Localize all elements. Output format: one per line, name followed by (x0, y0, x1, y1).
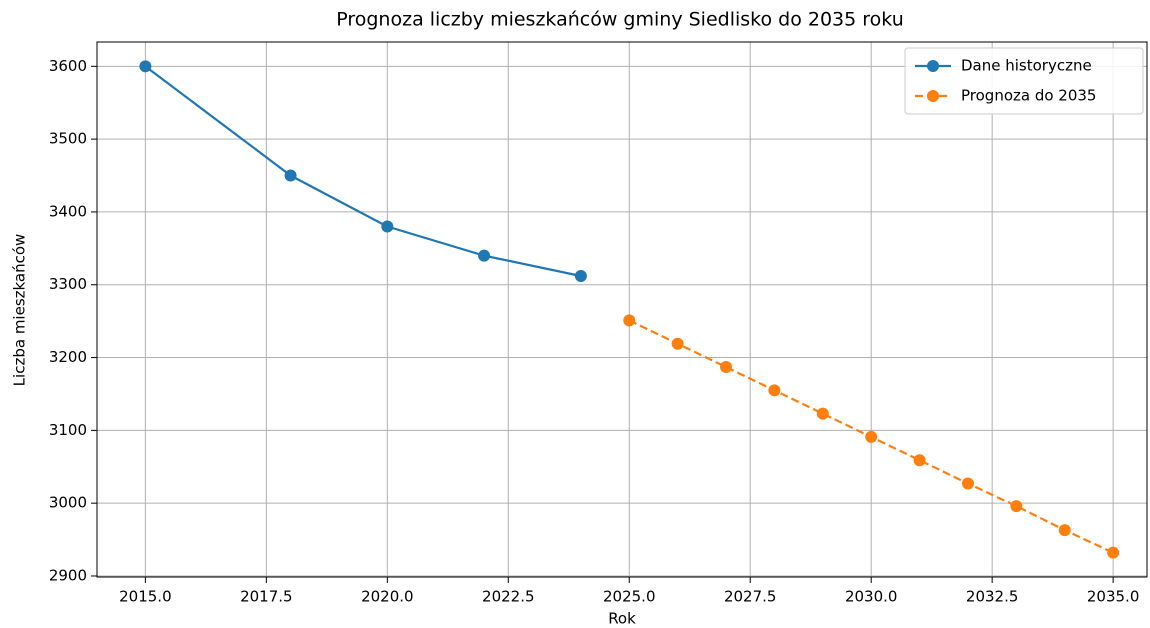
data-point (284, 169, 297, 182)
data-point (865, 430, 878, 443)
y-tick-label: 3000 (49, 494, 87, 512)
data-point (816, 407, 829, 420)
data-point (1010, 500, 1023, 513)
x-tick-label: 2017.5 (240, 588, 293, 606)
x-tick-label: 2022.5 (482, 588, 535, 606)
x-tick-label: 2025.0 (603, 588, 656, 606)
x-tick-label: 2030.0 (845, 588, 898, 606)
line-series (144, 65, 582, 278)
data-point (1107, 546, 1120, 559)
x-tick-label: 2035.0 (1087, 588, 1140, 606)
data-point (623, 314, 636, 327)
y-tick-label: 2900 (49, 566, 87, 584)
data-point (478, 249, 491, 262)
y-axis-label: Liczba mieszkańców (11, 234, 29, 387)
data-point (381, 220, 394, 233)
legend-marker (927, 90, 939, 102)
data-point (1058, 524, 1071, 537)
x-tick-label: 2027.5 (724, 588, 777, 606)
data-point (574, 270, 587, 283)
data-point (768, 384, 781, 397)
legend-label: Prognoza do 2035 (961, 87, 1096, 105)
plot-frame (96, 41, 1148, 578)
data-point (913, 454, 926, 467)
data-point (139, 60, 152, 73)
y-tick-label: 3500 (49, 130, 87, 148)
x-tick-label: 2032.5 (966, 588, 1019, 606)
legend-label: Dane historyczne (961, 57, 1092, 75)
chart-title: Prognoza liczby mieszkańców gminy Siedli… (336, 9, 904, 31)
y-tick-label: 3200 (49, 348, 87, 366)
y-tick-label: 3600 (49, 57, 87, 75)
legend-box (904, 47, 1144, 115)
x-tick-label: 2015.0 (119, 588, 172, 606)
data-point (720, 361, 733, 374)
data-point (961, 477, 974, 490)
y-tick-label: 3400 (49, 202, 87, 220)
data-point (671, 337, 684, 350)
y-tick-label: 3300 (49, 275, 87, 293)
legend-marker (927, 60, 939, 72)
y-tick-label: 3100 (49, 421, 87, 439)
x-tick-label: 2020.0 (361, 588, 414, 606)
x-axis-label: Rok (608, 610, 636, 628)
